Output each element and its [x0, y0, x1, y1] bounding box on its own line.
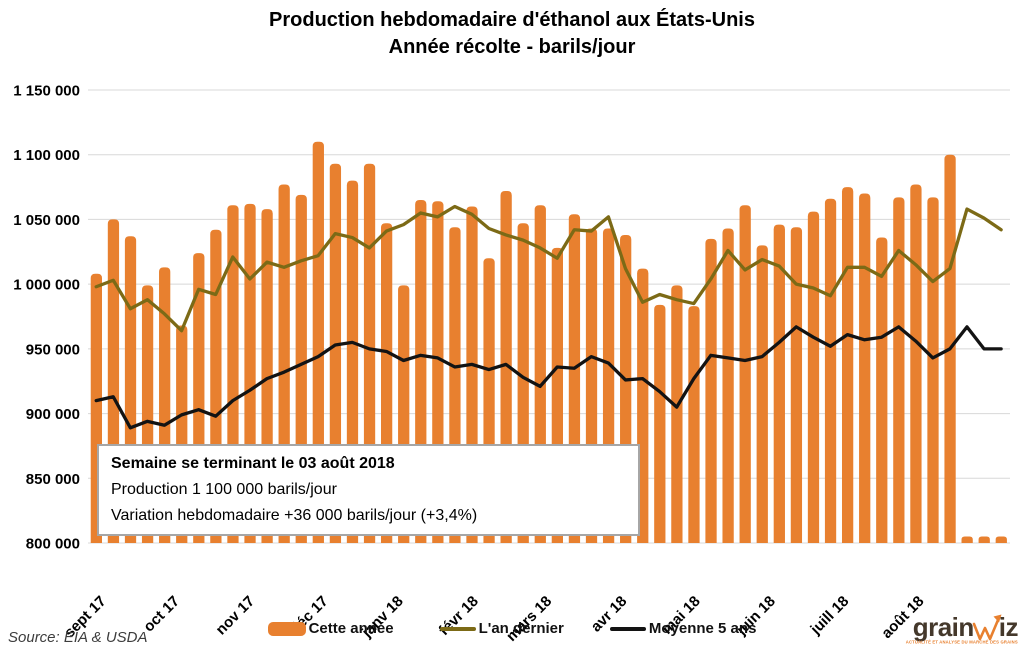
grainwiz-logo-text: grain iz: [751, 612, 1019, 642]
an-dernier-line-swatch-icon: [439, 626, 476, 631]
svg-text:1 050 000: 1 050 000: [13, 212, 80, 229]
cette-annee-bar-swatch-icon: [267, 621, 306, 636]
annotation-box: Semaine se terminant le 03 août 2018 Pro…: [97, 444, 640, 536]
svg-text:850 000: 850 000: [26, 471, 80, 488]
chart-legend: Cette année L'an dernier Moyenne 5 ans: [0, 620, 1024, 637]
logo-text-grain: grain: [912, 612, 975, 642]
svg-text:1 000 000: 1 000 000: [13, 277, 80, 294]
page-title: Production hebdomadaire d'éthanol aux Ét…: [0, 7, 1024, 61]
orange-zigzag-arrow-w-icon: [972, 614, 1002, 641]
svg-text:900 000: 900 000: [26, 406, 80, 423]
legend-label-moyenne-5-ans: Moyenne 5 ans: [648, 620, 757, 637]
source-credit: Source: EIA & USDA: [8, 629, 148, 646]
legend-label-cette-annee: Cette année: [308, 620, 394, 637]
grainwiz-logo: grain iz ACTUALITÉ ET ANALYSE DU MARCHÉ …: [751, 612, 1019, 651]
svg-text:1 150 000: 1 150 000: [13, 83, 80, 100]
annotation-production-value: Production 1 100 000 barils/jour: [111, 481, 337, 498]
chart-title-line1: Production hebdomadaire d'éthanol aux Ét…: [269, 9, 755, 31]
chart-title-line2: Année récolte - barils/jour: [388, 36, 636, 58]
legend-item-cette-annee: Cette année: [267, 620, 394, 637]
svg-text:950 000: 950 000: [26, 341, 80, 358]
logo-tagline: ACTUALITÉ ET ANALYSE DU MARCHÉ DES GRAIN…: [905, 640, 1018, 645]
legend-item-an-dernier: L'an dernier: [439, 620, 564, 637]
annotation-week-label: Semaine se terminant le 03 août 2018: [111, 455, 395, 472]
logo-text-iz: iz: [998, 612, 1019, 642]
annotation-weekly-variation: Variation hebdomadaire +36 000 barils/jo…: [111, 507, 478, 524]
svg-text:1 100 000: 1 100 000: [13, 147, 80, 164]
svg-text:800 000: 800 000: [26, 536, 80, 553]
legend-label-an-dernier: L'an dernier: [478, 620, 564, 637]
moyenne-5-ans-line-swatch-icon: [609, 626, 646, 631]
svg-text:mars 18: mars 18: [503, 593, 555, 645]
legend-item-moyenne-5-ans: Moyenne 5 ans: [609, 620, 757, 637]
